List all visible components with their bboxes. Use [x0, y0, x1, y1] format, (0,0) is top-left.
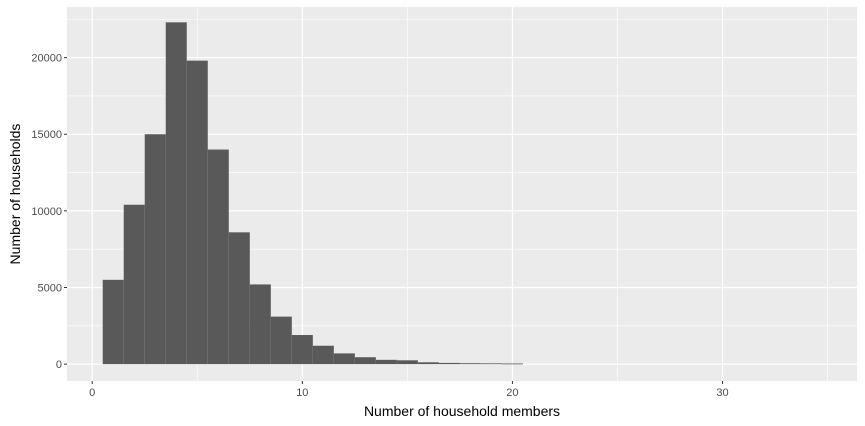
histogram-bar: [396, 360, 418, 365]
histogram-bar: [375, 359, 397, 365]
x-tick-label: 0: [89, 387, 95, 399]
histogram-bar: [480, 363, 502, 365]
x-axis-title: Number of household members: [364, 403, 560, 419]
x-tick-label: 10: [296, 387, 308, 399]
y-tick-label: 0: [56, 359, 62, 371]
histogram-bar: [438, 362, 460, 365]
histogram-bar: [333, 353, 355, 365]
histogram-bars: [102, 22, 523, 365]
histogram-bar: [165, 22, 187, 365]
y-tick-label: 10000: [31, 206, 62, 218]
axis-ticks: 0 10 20 30 0 5000 10000 15000 20000: [31, 53, 728, 399]
histogram-bar: [207, 149, 229, 365]
histogram-bar: [354, 357, 376, 365]
histogram-bar: [417, 362, 439, 365]
y-tick-label: 20000: [31, 53, 62, 65]
histogram-bar: [312, 345, 334, 365]
y-tick-label: 5000: [38, 283, 62, 295]
histogram-bar: [228, 232, 250, 365]
histogram-bar: [270, 316, 292, 365]
histogram-bar: [102, 279, 124, 365]
histogram-bar: [501, 363, 523, 365]
histogram-bar: [144, 134, 166, 365]
histogram-bar: [186, 60, 208, 365]
histogram-bar: [459, 363, 481, 365]
histogram-bar: [291, 335, 313, 365]
y-axis-title: Number of households: [7, 124, 23, 265]
histogram-bar: [123, 204, 145, 365]
y-tick-label: 15000: [31, 129, 62, 141]
x-tick-label: 20: [506, 387, 518, 399]
x-tick-label: 30: [716, 387, 728, 399]
histogram-bar: [249, 284, 271, 365]
